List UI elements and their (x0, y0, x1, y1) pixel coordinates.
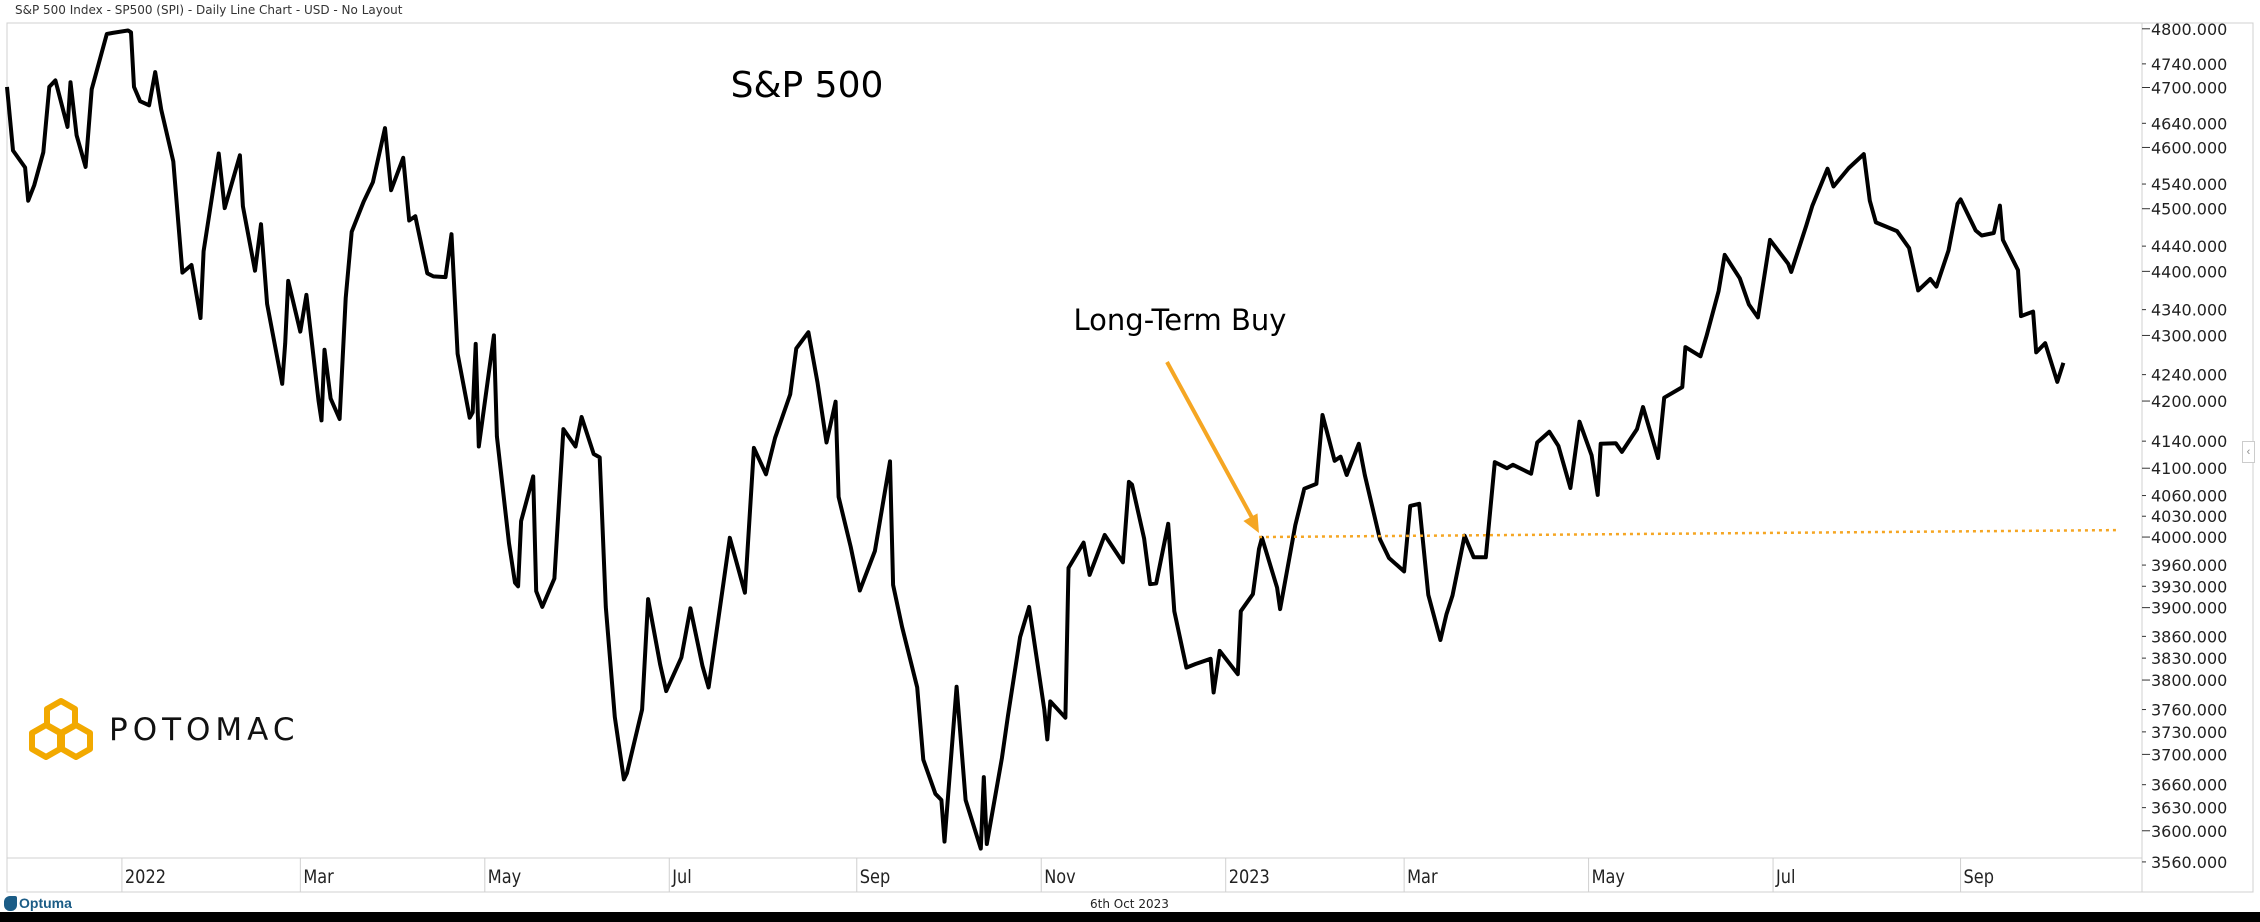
y-tick-label: 3830.000 (2151, 649, 2227, 668)
y-tick-label: 4140.000 (2151, 432, 2227, 451)
x-tick-label: 2023 (1229, 867, 1270, 889)
y-tick-label: 3960.000 (2151, 556, 2227, 575)
y-tick-label: 4440.000 (2151, 237, 2227, 256)
x-tick-label: May (1592, 867, 1625, 889)
y-tick-label: 3630.000 (2151, 799, 2227, 818)
x-axis: 2022 Mar May Jul Sep Nov 2023 Mar May Jul Sep (121, 858, 1994, 892)
price-line (5, 28, 2066, 851)
y-tick-label: 4200.000 (2151, 392, 2227, 411)
series (5, 28, 2066, 851)
long-term-buy-label: Long-Term Buy (1074, 303, 1287, 337)
x-tick-label: May (488, 867, 521, 889)
y-tick-label: 3930.000 (2151, 577, 2227, 596)
y-tick-label: 4800.000 (2151, 20, 2227, 39)
y-tick-label: 4740.000 (2151, 55, 2227, 74)
x-tick-label: Jul (1775, 867, 1795, 889)
x-tick-label: Sep (1964, 867, 1994, 889)
y-axis: 4800.000 4740.000 4700.000 4640.000 4600.000… (2142, 20, 2227, 872)
potomac-logo-text: POTOMAC (109, 712, 299, 748)
annotation-layer: Long-Term Buy (1074, 303, 2118, 539)
x-tick-label: Jul (671, 867, 691, 889)
y-tick-label: 4000.000 (2151, 528, 2227, 547)
collapse-panel-button[interactable]: ‹ (2242, 441, 2255, 463)
optuma-logo: Optuma (4, 895, 72, 911)
chart-title: S&P 500 (731, 65, 884, 106)
y-tick-label: 3730.000 (2151, 723, 2227, 742)
y-tick-label: 3560.000 (2151, 853, 2227, 872)
bottom-bar (0, 912, 2260, 922)
y-tick-label: 4600.000 (2151, 138, 2227, 157)
x-tick-label: 2022 (125, 867, 166, 889)
y-tick-label: 4500.000 (2151, 200, 2227, 219)
y-tick-label: 3600.000 (2151, 822, 2227, 841)
x-axis-frame (6, 857, 2143, 893)
x-tick-label: Sep (860, 867, 890, 889)
y-tick-label: 4400.000 (2151, 262, 2227, 281)
potomac-hexagon-icon (29, 698, 93, 760)
optuma-logo-text: Optuma (19, 895, 72, 911)
y-tick-label: 4540.000 (2151, 175, 2227, 194)
y-tick-label: 4340.000 (2151, 301, 2227, 320)
y-tick-label: 3660.000 (2151, 776, 2227, 795)
chart-header-title: S&P 500 Index - SP500 (SPI) - Daily Line… (15, 3, 403, 17)
y-tick-label: 4060.000 (2151, 487, 2227, 506)
y-tick-label: 3860.000 (2151, 627, 2227, 646)
y-tick-label: 4240.000 (2151, 366, 2227, 385)
optuma-icon (4, 895, 17, 911)
y-tick-label: 3760.000 (2151, 701, 2227, 720)
y-tick-label: 3800.000 (2151, 671, 2227, 690)
y-tick-label: 4030.000 (2151, 507, 2227, 526)
arrow-shaft (1165, 361, 1257, 525)
y-tick-label: 4700.000 (2151, 78, 2227, 97)
y-tick-label: 4100.000 (2151, 459, 2227, 478)
plot-frame (6, 22, 2143, 859)
x-tick-label: Mar (303, 867, 334, 889)
support-dotted-line (1258, 528, 2118, 539)
arrow-head-icon (1243, 513, 1259, 534)
y-tick-label: 4640.000 (2151, 114, 2227, 133)
x-tick-label: Mar (1407, 867, 1438, 889)
footer-date: 6th Oct 2023 (1090, 897, 1169, 911)
potomac-logo: POTOMAC (29, 698, 299, 760)
y-tick-label: 4300.000 (2151, 326, 2227, 345)
x-tick-label: Nov (1044, 867, 1076, 889)
y-tick-label: 3700.000 (2151, 745, 2227, 764)
y-tick-label: 3900.000 (2151, 599, 2227, 618)
